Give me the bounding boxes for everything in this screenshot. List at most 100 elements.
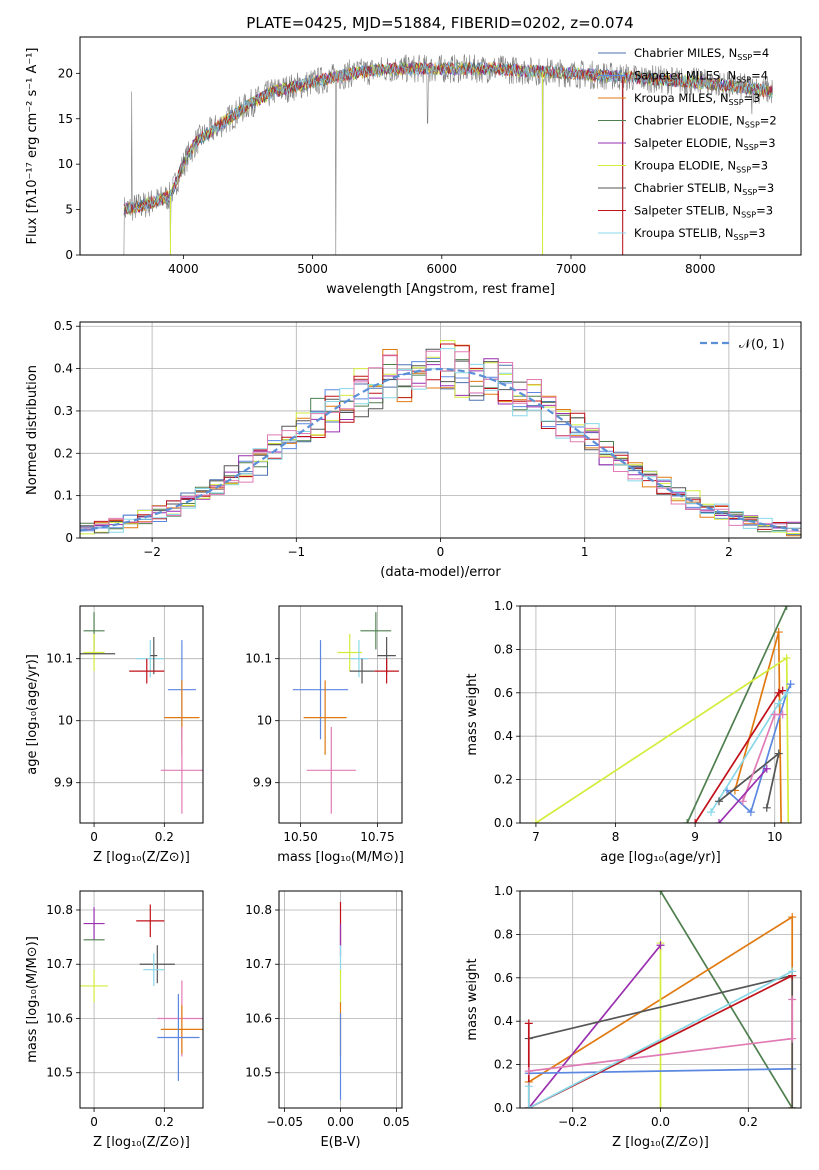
legend-count: =4	[752, 46, 769, 60]
x-tick-label: −0.05	[266, 1115, 303, 1129]
y-tick-label: 0.6	[494, 686, 513, 700]
legend-entry: Kroupa MILES, NSSP=3	[634, 91, 760, 107]
weight-marker	[782, 654, 791, 663]
axes-frame	[79, 321, 802, 539]
data-point	[83, 907, 105, 940]
y-tick-label: 1.0	[494, 599, 513, 613]
chart-weight-vs-z: −0.2 0.0 0.2 0.0 0.2 0.4 0.6 0.8 1.0 Z [log₁₀(Z/Z…	[465, 884, 802, 1150]
weight-line	[686, 606, 788, 823]
legend-count: =3	[744, 91, 761, 105]
axes-frame	[79, 36, 802, 256]
weight-marker	[774, 628, 783, 637]
weight-marker	[715, 797, 724, 806]
weight-marker	[691, 819, 700, 823]
data-point	[349, 658, 375, 684]
legend-count: =3	[751, 159, 768, 173]
y-axis-label: age [log₁₀(age/yr)]	[25, 654, 40, 775]
weight-marker	[782, 688, 791, 697]
weight-marker	[788, 1104, 797, 1108]
y-axis-label: mass weight	[465, 673, 480, 755]
legend-count: =2	[760, 114, 777, 128]
y-tick-label: 10	[58, 714, 73, 728]
y-tick-label: 10	[58, 157, 73, 171]
chart-residuals: −2 −1 0 1 2 0 0.1 0.2 0.3 0.4 0.5 (data-model)/erro…	[25, 319, 802, 580]
weight-marker	[788, 1034, 797, 1043]
data-point	[303, 680, 347, 755]
y-tick-label: 10.5	[46, 1066, 73, 1080]
legend-entry: Kroupa STELIB, NSSP=3	[634, 226, 765, 242]
data-point	[292, 640, 349, 740]
legend-entry: Kroupa ELODIE, NSSP=3	[634, 159, 768, 175]
y-tick-label: 15	[58, 112, 73, 126]
legend-subscript: SSP	[736, 76, 751, 85]
weight-marker	[707, 808, 716, 817]
y-tick-label: 9.9	[253, 776, 272, 790]
x-axis-label: Z [log₁₀(Z/Z⊙)]	[93, 850, 190, 865]
y-tick-label: 0.8	[494, 642, 513, 656]
legend-subscript: SSP	[737, 53, 752, 62]
weight-marker	[774, 749, 783, 758]
data-point	[360, 612, 392, 650]
weight-marker	[656, 891, 665, 895]
weight-marker	[788, 913, 797, 922]
x-tick-label: 10.75	[360, 830, 394, 844]
weight-marker	[656, 941, 665, 950]
data-point	[143, 953, 165, 986]
chart-age-vs-mass: 10.50 10.75 9.9 10 10.1 mass [log₁₀(M/M⊙)]	[245, 605, 404, 865]
y-tick-label: 0.0	[494, 1101, 513, 1115]
weight-marker	[770, 710, 779, 719]
x-tick-label: 8	[612, 830, 620, 844]
legend-count: =3	[756, 204, 773, 218]
legend-entry: Chabrier MILES, NSSP=4	[634, 46, 769, 62]
weight-marker	[656, 1104, 665, 1108]
weight-marker	[746, 808, 755, 817]
weight-marker	[524, 1019, 533, 1028]
y-tick-label: 10.1	[46, 652, 73, 666]
legend-subscript: SSP	[729, 98, 744, 107]
data-point	[157, 994, 200, 1081]
y-tick-label: 0.2	[494, 773, 513, 787]
y-tick-label: 10	[257, 714, 272, 728]
y-tick-label: 10.6	[46, 1011, 73, 1025]
weight-marker	[777, 819, 786, 823]
weight-marker	[738, 797, 747, 806]
x-axis-label: wavelength [Angstrom, rest frame]	[326, 282, 555, 297]
legend-subscript: SSP	[745, 121, 760, 130]
data-point	[306, 726, 356, 814]
x-tick-label: 9	[691, 830, 699, 844]
legend-count: =4	[751, 69, 768, 83]
y-tick-label: 10.8	[245, 903, 272, 917]
data-point	[80, 969, 109, 1003]
data-point	[129, 658, 165, 684]
x-tick-label: 0	[90, 1115, 98, 1129]
weight-marker	[788, 967, 797, 976]
x-tick-label: 0.2	[155, 830, 174, 844]
legend-entry: Salpeter STELIB, NSSP=3	[634, 204, 773, 220]
y-axis-label: mass [log₁₀(M/M⊙)]	[25, 936, 40, 1063]
weight-marker	[524, 1082, 533, 1091]
x-tick-label: 10.50	[283, 830, 317, 844]
weight-line	[659, 891, 793, 1108]
weight-marker	[715, 819, 724, 823]
chart-spectrum: 4000 5000 6000 7000 8000 0 5 10 15 20 wavelength […	[25, 36, 802, 297]
data-point	[349, 640, 369, 678]
legend-entry: Salpeter MILES, NSSP=4	[634, 69, 768, 85]
y-tick-label: 20	[58, 66, 73, 80]
legend-count: =3	[749, 226, 766, 240]
chart-weight-vs-age: 7 8 9 10 0.0 0.2 0.4 0.6 0.8 1.0 age [log₁₀(age/yr…	[465, 599, 802, 865]
weight-marker	[782, 606, 791, 610]
y-tick-label: 5	[65, 203, 73, 217]
data-point	[150, 637, 158, 675]
data-point	[139, 945, 175, 984]
weight-marker	[683, 819, 692, 823]
y-axis-label: mass weight	[465, 958, 480, 1040]
legend-entry: Chabrier STELIB, NSSP=3	[634, 181, 774, 197]
weight-line	[535, 656, 790, 823]
x-tick-label: 0.2	[155, 1115, 174, 1129]
x-axis-label: mass [log₁₀(M/M⊙)]	[277, 850, 404, 865]
weight-marker	[788, 995, 797, 1004]
x-tick-label: 0.05	[383, 1115, 410, 1129]
chart-age-vs-z: 0 0.2 9.9 10 10.1 Z [log₁₀(Z/Z⊙)] age [log₁₀(a…	[25, 605, 204, 865]
weight-marker	[786, 680, 795, 689]
chart-mass-vs-ebv: −0.05 0.00 0.05 10.5 10.6 10.7 10.8 E(B-V)	[245, 890, 410, 1150]
